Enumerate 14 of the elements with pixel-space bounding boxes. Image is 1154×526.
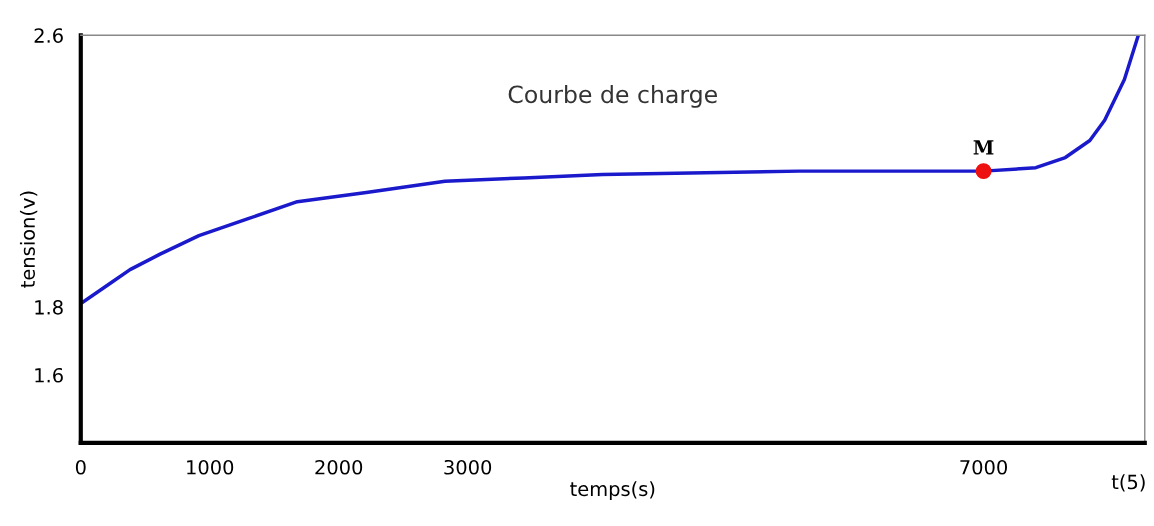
text: Courbe de charge: [508, 84, 717, 108]
x-axis-title: temps(s): [570, 481, 655, 500]
x-tick-label: 2000: [315, 459, 363, 475]
annotation: M: [973, 140, 994, 155]
x-tick-label: 0: [75, 459, 86, 475]
x-tick-label: 3000: [444, 459, 492, 475]
text: t(5): [1111, 474, 1145, 492]
y-tick-label: 2.6: [34, 28, 63, 43]
y-tick-label: 1.6: [35, 367, 63, 383]
y-tick-label: 1.8: [35, 299, 63, 315]
line-series: [80, 35, 1141, 306]
x-tick-label: 1000: [187, 459, 234, 475]
x-tick-label: 7000: [960, 459, 1008, 475]
y-axis-title: tension(v): [19, 191, 38, 288]
